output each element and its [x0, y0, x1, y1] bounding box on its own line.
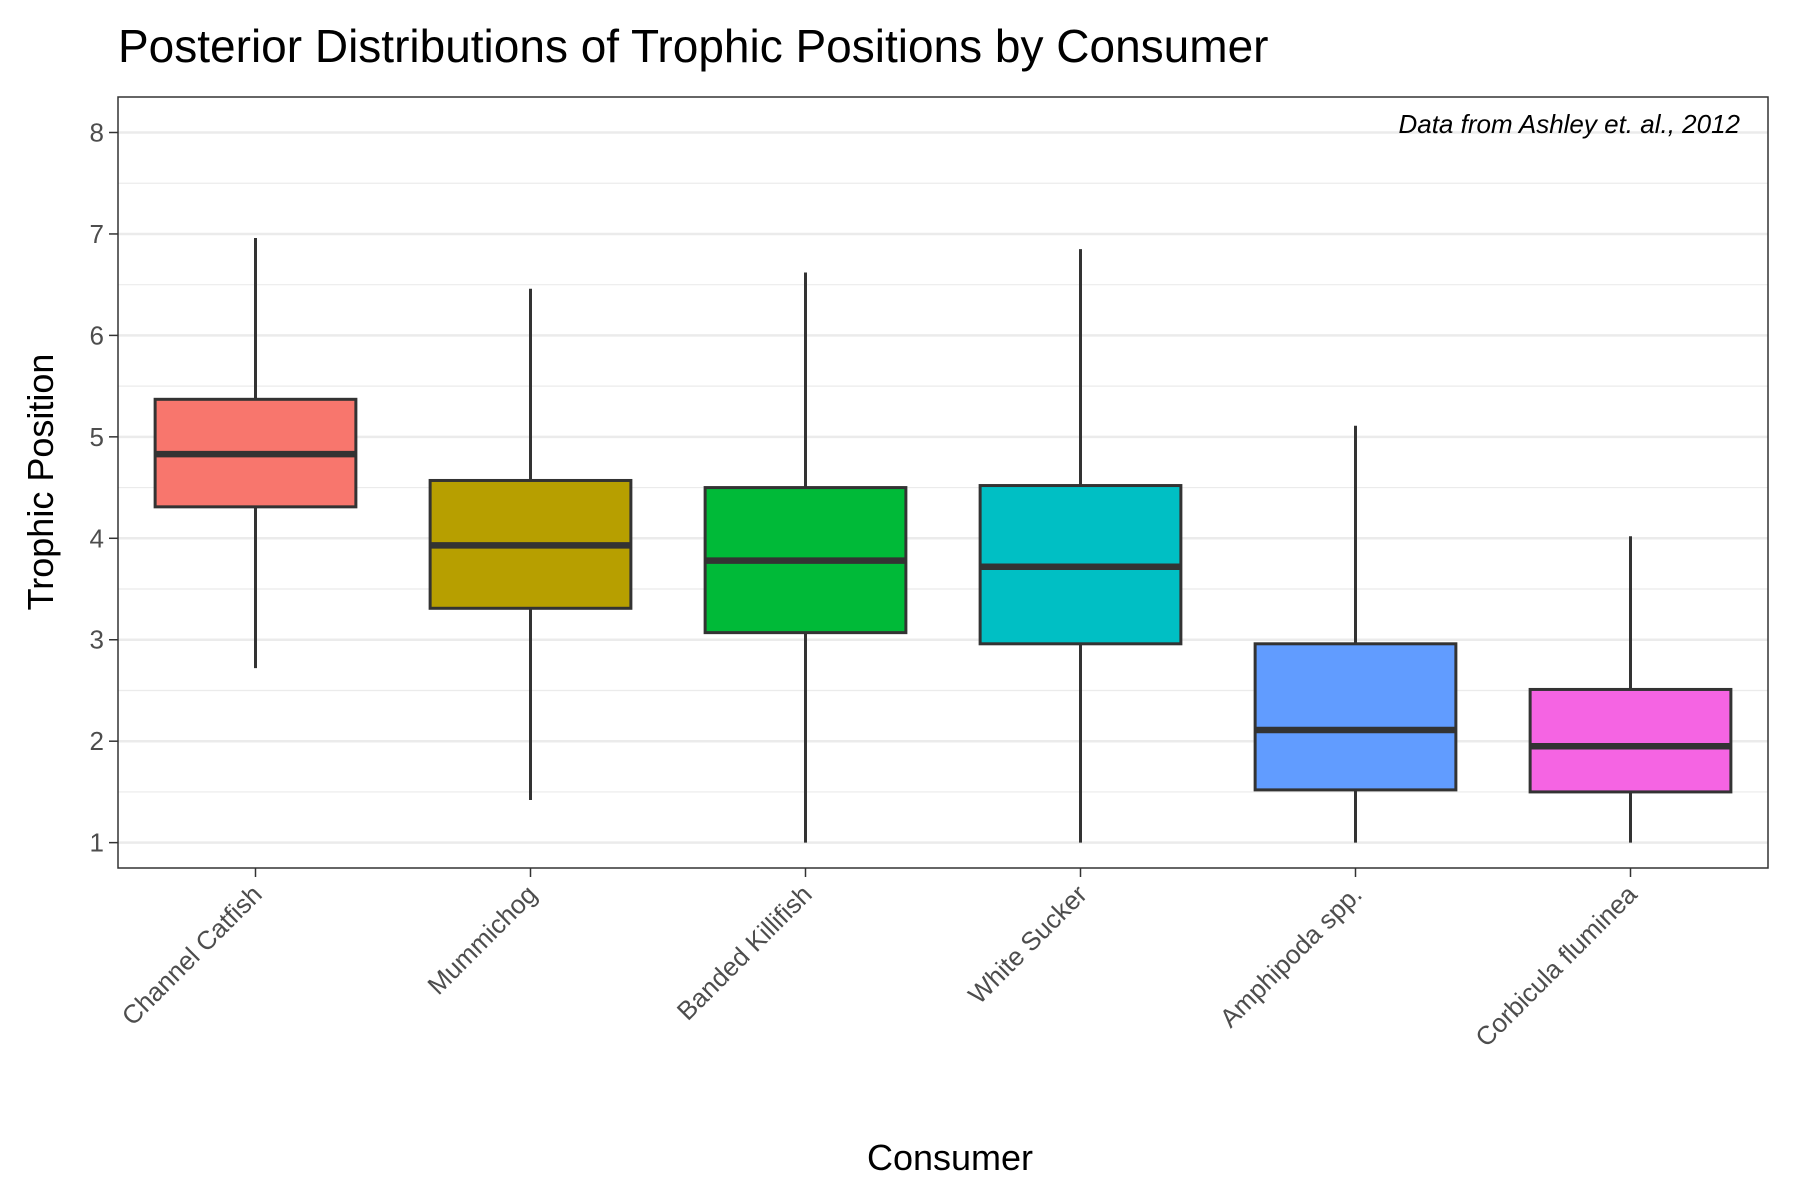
boxes	[153, 238, 1733, 843]
x-tick-label: Amphipoda spp.	[1214, 879, 1368, 1033]
box-3	[978, 249, 1183, 843]
box-iqr	[1528, 687, 1733, 794]
box-iqr	[1253, 642, 1458, 792]
x-tick-label: White Sucker	[962, 879, 1093, 1010]
box-5	[1528, 536, 1733, 843]
y-tick-label: 8	[90, 118, 104, 148]
plot-panel	[118, 97, 1768, 868]
y-tick-label: 6	[90, 320, 104, 350]
x-tick-label: Mummichog	[421, 879, 542, 1000]
source-annotation: Data from Ashley et. al., 2012	[1398, 109, 1740, 139]
gridlines	[118, 131, 1768, 844]
y-tick-label: 4	[90, 523, 104, 553]
y-axis: 1 2 3 4 5 6 7 8	[90, 118, 118, 858]
y-axis-title: Trophic Position	[20, 354, 61, 611]
x-axis-title: Consumer	[867, 1137, 1033, 1178]
x-axis: Channel Catfish Mummichog Banded Killifish…	[116, 868, 1643, 1053]
y-tick-label: 3	[90, 625, 104, 655]
box-4	[1253, 425, 1458, 843]
y-tick-label: 7	[90, 219, 104, 249]
box-2	[703, 272, 908, 843]
y-tick-label: 2	[90, 726, 104, 756]
x-tick-label: Banded Killifish	[671, 879, 818, 1026]
box-0	[153, 238, 358, 669]
box-1	[428, 288, 633, 801]
y-tick-label: 1	[90, 828, 104, 858]
x-tick-label: Corbicula fluminea	[1469, 879, 1643, 1053]
chart-title: Posterior Distributions of Trophic Posit…	[118, 20, 1268, 72]
plot-panel-border	[117, 96, 1769, 869]
x-tick-label: Channel Catfish	[116, 879, 268, 1031]
y-tick-label: 5	[90, 422, 104, 452]
